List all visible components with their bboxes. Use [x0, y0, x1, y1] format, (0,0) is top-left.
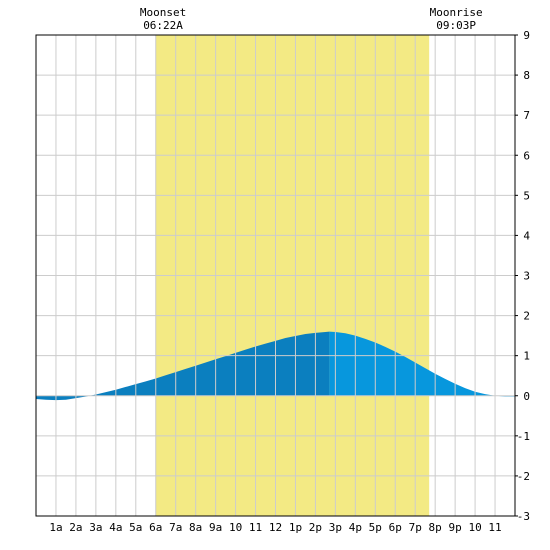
x-tick-label: 5p	[369, 521, 382, 534]
y-tick-label: -1	[517, 430, 530, 443]
x-tick-label: 9a	[209, 521, 222, 534]
y-tick-label: -2	[517, 470, 530, 483]
event-time: 06:22A	[143, 19, 183, 32]
x-tick-label: 4a	[109, 521, 122, 534]
y-tick-label: 4	[523, 229, 530, 242]
y-tick-labels: -3 -2 -1 0 1 2 3 4 5 6 7 8 9	[515, 29, 530, 523]
x-tick-label: 3p	[329, 521, 342, 534]
y-tick-label: 5	[523, 189, 530, 202]
x-tick-label: 2p	[309, 521, 322, 534]
x-tick-label: 3a	[89, 521, 102, 534]
y-tick-label: 3	[523, 270, 530, 283]
x-tick-label: 12	[269, 521, 282, 534]
y-tick-label: 0	[523, 390, 530, 403]
y-tick-label: 2	[523, 310, 530, 323]
x-tick-label: 7p	[409, 521, 422, 534]
x-tick-label: 8p	[429, 521, 442, 534]
event-label: Moonset	[140, 6, 186, 19]
y-tick-label: 6	[523, 149, 530, 162]
y-tick-label: -3	[517, 510, 530, 523]
x-tick-label: 1a	[49, 521, 62, 534]
x-tick-label: 7a	[169, 521, 182, 534]
x-tick-label: 9p	[449, 521, 462, 534]
grid-layer	[36, 35, 515, 516]
x-tick-label: 11	[488, 521, 501, 534]
x-tick-label: 5a	[129, 521, 142, 534]
x-tick-label: 6p	[389, 521, 402, 534]
y-tick-label: 8	[523, 69, 530, 82]
x-tick-label: 6a	[149, 521, 162, 534]
x-tick-label: 10	[229, 521, 242, 534]
y-tick-label: 9	[523, 29, 530, 42]
x-tick-label: 8a	[189, 521, 202, 534]
x-tick-label: 4p	[349, 521, 362, 534]
event-label: Moonrise	[430, 6, 483, 19]
event-time: 09:03P	[436, 19, 476, 32]
y-tick-label: 7	[523, 109, 530, 122]
x-tick-label: 1p	[289, 521, 302, 534]
x-tick-label: 2a	[69, 521, 82, 534]
x-tick-label: 11	[249, 521, 262, 534]
x-tick-label: 10	[468, 521, 481, 534]
x-tick-labels: 1a 2a 3a 4a 5a 6a 7a 8a 9a 10 11 12 1p 2p 3p 4p 5p 6p 7p 8p…	[49, 521, 501, 534]
y-tick-label: 1	[523, 350, 530, 363]
